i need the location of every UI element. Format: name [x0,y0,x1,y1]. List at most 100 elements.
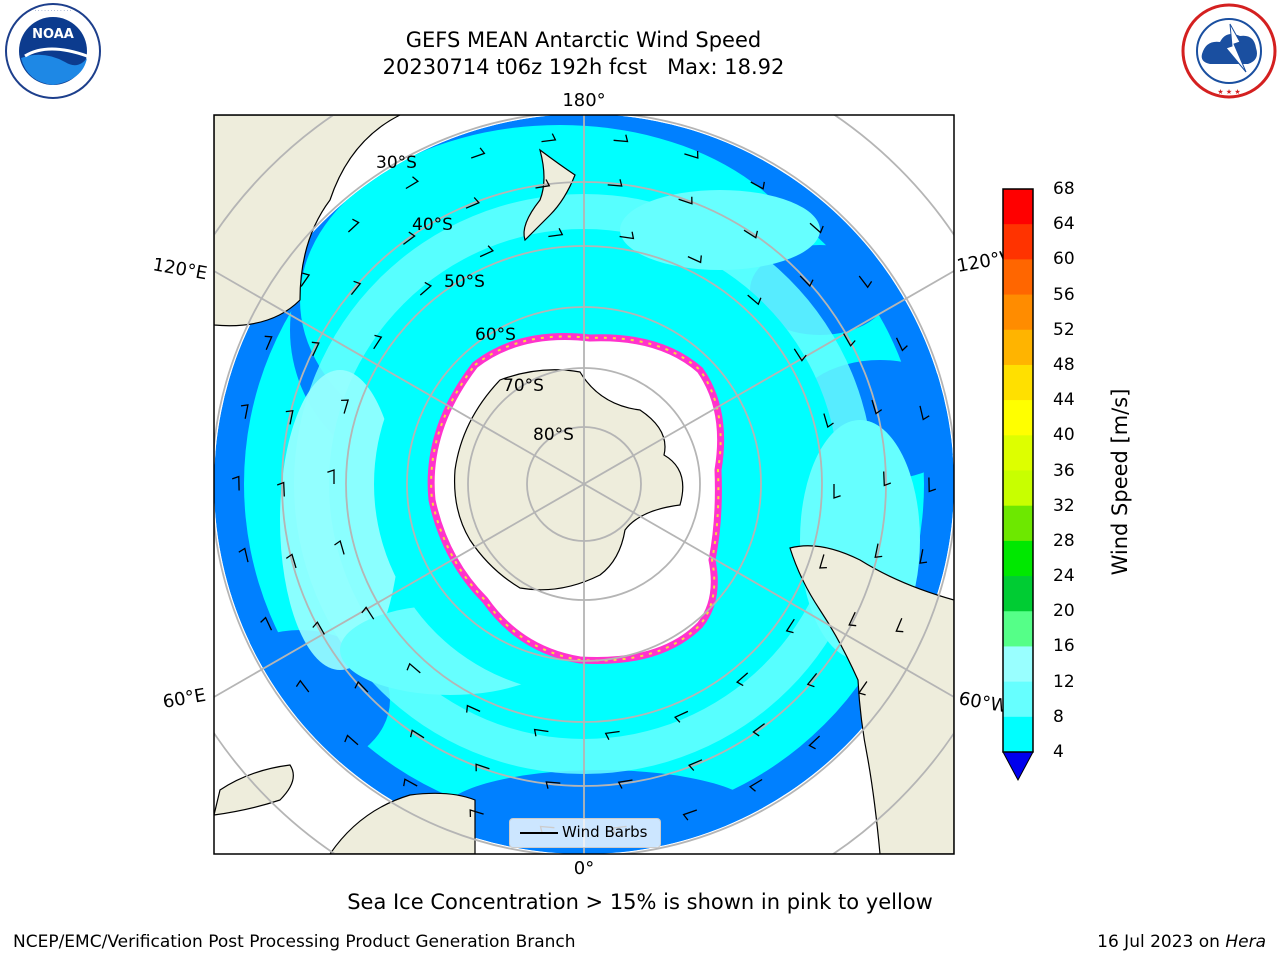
colorbar-extend-arrow [1002,751,1034,782]
colorbar-segment [1003,189,1033,225]
wind-barb [276,481,285,497]
wind-barb [238,547,249,563]
colorbar-tick-label: 28 [1053,530,1075,551]
sea-ice-note: Sea Ice Concentration > 15% is shown in … [347,890,933,914]
noaa-logo-text: NOAA [32,27,74,42]
lat-label-70s: 70°S [503,376,544,396]
wind-barb [857,681,868,696]
lat-label-60s: 60°S [475,325,516,345]
colorbar-tick-label: 56 [1053,284,1075,305]
madagascar [214,764,294,816]
wind-barb [295,679,310,693]
wind-barb [240,404,249,419]
wind-barb [752,723,765,737]
colorbar-segment [1003,470,1033,507]
colorbar-tick-label: 64 [1053,214,1075,235]
wind-barb [809,222,824,234]
wind-barb [311,341,320,357]
credit-text: NCEP/EMC/Verification Post Processing Pr… [13,932,576,952]
wind-barb [613,134,629,143]
colorbar-segment [1003,646,1033,683]
wind-barb [406,662,421,674]
colorbar-segment [1003,364,1033,401]
wind-barb [419,281,433,296]
wind-barb [300,272,311,287]
wind-barb [678,196,693,205]
wind-barb [858,275,873,289]
colorbar-segment [1003,505,1033,542]
wind-barb [883,471,892,487]
wind-barb [871,399,883,415]
colorbar-label: Wind Speed [m/s] [1108,388,1132,576]
wind-barb [684,150,699,159]
wind-barb [285,409,294,425]
chart-subtitle: 20230714 t06z 192h fcst Max: 18.92 [382,55,785,79]
wind-barb [469,809,484,818]
wind-barb [479,245,494,258]
colorbar-tick-label: 16 [1053,636,1075,657]
wind-barb [231,475,240,491]
lat-label-50s: 50°S [444,272,485,292]
colorbar-tick-label: 4 [1053,742,1064,762]
colorbar-tick-label: 8 [1053,706,1064,727]
wind-barb [470,147,486,159]
wind-barb [607,179,623,187]
wind-barb [619,231,635,240]
legend-label: Wind Barbs [562,823,648,841]
colorbar-tick-label: 12 [1053,671,1075,692]
wind-barb [405,176,420,190]
lat-label-40s: 40°S [412,215,453,235]
wind-barb [475,763,490,772]
wind-barb [682,809,698,821]
wind-barb [617,779,633,789]
wind-barb [403,231,416,245]
colorbar-segment [1003,400,1033,436]
machine-name: Hera [1225,932,1266,952]
colorbar-tick-label: 20 [1053,601,1075,622]
wind-barb [312,621,325,635]
wind-barb-legend-line [520,832,558,834]
colorbar-tick-label: 36 [1053,460,1075,481]
colorbar-tick-label: 68 [1053,179,1075,199]
wind-barb [819,554,827,569]
colorbar-tick-label: 60 [1053,249,1075,270]
lon-label-120e: 120°E [151,254,209,284]
wind-barb [264,335,273,350]
new-zealand [523,148,576,242]
colorbar [1002,188,1034,782]
wind-barb [793,348,807,362]
wind-barb [373,334,383,350]
wind-barb [466,704,481,713]
colorbar-tick-label: 32 [1053,495,1075,516]
lon-label-60e: 60°E [161,685,207,713]
wind-barb [735,672,749,687]
svg-text:· · · · · · · · · · · ·: · · · · · · · · · · · · [35,8,72,14]
lon-label-180: 180° [562,90,605,111]
wind-barb [743,229,759,239]
wind-barb [548,228,564,238]
australia [214,115,401,327]
wind-barb [848,611,857,627]
wind-barb [833,484,841,499]
wind-barb [806,672,818,688]
colorbar-segment [1003,259,1033,296]
graticule [214,115,954,854]
colorbar-segment [1003,294,1033,331]
colorbar-segment [1003,611,1033,647]
wind-barb [545,781,561,789]
date-text: 16 Jul 2023 on Hera [1097,932,1266,952]
chart-title: GEFS MEAN Antarctic Wind Speed [405,28,762,52]
wind-barb [895,618,904,633]
wind-barb [535,179,551,189]
colorbar-tick-label: 24 [1053,566,1075,587]
colorbar-tick-label: 52 [1053,319,1075,340]
wind-barb [808,735,821,750]
colorbar-segment [1003,576,1033,612]
wind-barb [285,553,297,569]
wind-barb [327,469,335,484]
wind-barb [874,543,883,559]
wind-barb [799,275,814,288]
lat-label-30s: 30°S [376,153,417,173]
wind-barb [919,405,930,421]
